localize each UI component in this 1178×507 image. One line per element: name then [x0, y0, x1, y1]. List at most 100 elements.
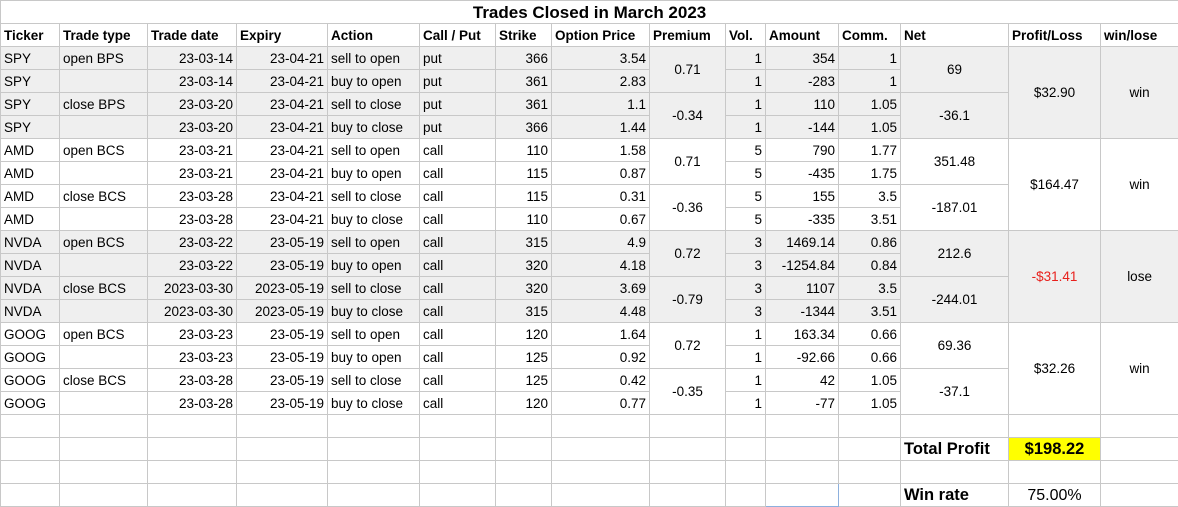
- cell-net-open[interactable]: 212.6: [901, 231, 1009, 277]
- cell-action[interactable]: sell to close: [328, 93, 420, 116]
- cell-strike[interactable]: 110: [496, 139, 552, 162]
- empty-cell[interactable]: [766, 415, 839, 438]
- cell-amount[interactable]: 1469.14: [766, 231, 839, 254]
- cell-trade-type[interactable]: close BCS: [60, 277, 148, 300]
- empty-cell[interactable]: [552, 438, 650, 461]
- empty-cell[interactable]: [420, 461, 496, 484]
- cell-ticker[interactable]: AMD: [1, 208, 60, 231]
- cell-amount[interactable]: -144: [766, 116, 839, 139]
- cell-call-put[interactable]: call: [420, 162, 496, 185]
- empty-cell[interactable]: [148, 415, 237, 438]
- cell-strike[interactable]: 120: [496, 392, 552, 415]
- cell-action[interactable]: sell to open: [328, 47, 420, 70]
- empty-cell[interactable]: [420, 415, 496, 438]
- cell-call-put[interactable]: call: [420, 277, 496, 300]
- cell-action[interactable]: sell to open: [328, 139, 420, 162]
- empty-cell[interactable]: [1, 415, 60, 438]
- cell-net-open[interactable]: 69: [901, 47, 1009, 93]
- cell-trade-date[interactable]: 23-03-23: [148, 323, 237, 346]
- cell-trade-type[interactable]: [60, 116, 148, 139]
- header-action[interactable]: Action: [328, 24, 420, 47]
- cell-expiry[interactable]: 23-04-21: [237, 70, 328, 93]
- cell-option-price[interactable]: 0.67: [552, 208, 650, 231]
- header-expiry[interactable]: Expiry: [237, 24, 328, 47]
- cell-ticker[interactable]: SPY: [1, 93, 60, 116]
- cell-premium-open[interactable]: 0.71: [650, 139, 726, 185]
- cell-premium-close[interactable]: -0.34: [650, 93, 726, 139]
- cell-trade-date[interactable]: 23-03-28: [148, 208, 237, 231]
- empty-cell[interactable]: [1, 484, 60, 507]
- cell-call-put[interactable]: call: [420, 231, 496, 254]
- cell-comm[interactable]: 1.75: [839, 162, 901, 185]
- cell-option-price[interactable]: 2.83: [552, 70, 650, 93]
- cell-option-price[interactable]: 1.58: [552, 139, 650, 162]
- cell-vol[interactable]: 3: [726, 254, 766, 277]
- header-profit-loss[interactable]: Profit/Loss: [1009, 24, 1101, 47]
- cell-comm[interactable]: 0.84: [839, 254, 901, 277]
- cell-action[interactable]: sell to close: [328, 185, 420, 208]
- cell-option-price[interactable]: 4.9: [552, 231, 650, 254]
- cell-strike[interactable]: 361: [496, 70, 552, 93]
- cell-vol[interactable]: 1: [726, 70, 766, 93]
- cell-net-open[interactable]: 69.36: [901, 323, 1009, 369]
- cell-option-price[interactable]: 1.64: [552, 323, 650, 346]
- empty-cell[interactable]: [726, 438, 766, 461]
- empty-cell[interactable]: [496, 461, 552, 484]
- cell-net-close[interactable]: -36.1: [901, 93, 1009, 139]
- cell-option-price[interactable]: 1.44: [552, 116, 650, 139]
- cell-call-put[interactable]: call: [420, 139, 496, 162]
- header-vol[interactable]: Vol.: [726, 24, 766, 47]
- cell-call-put[interactable]: call: [420, 369, 496, 392]
- cell-amount[interactable]: 790: [766, 139, 839, 162]
- empty-cell[interactable]: [650, 438, 726, 461]
- sheet-title[interactable]: Trades Closed in March 2023: [1, 1, 1178, 24]
- cell-action[interactable]: buy to open: [328, 346, 420, 369]
- cell-trade-type[interactable]: open BPS: [60, 47, 148, 70]
- cell-trade-type[interactable]: [60, 254, 148, 277]
- total-profit-label[interactable]: Total Profit: [901, 438, 1009, 461]
- empty-cell[interactable]: [237, 438, 328, 461]
- empty-cell[interactable]: [496, 438, 552, 461]
- cell-amount[interactable]: -77: [766, 392, 839, 415]
- header-ticker[interactable]: Ticker: [1, 24, 60, 47]
- win-rate-label[interactable]: Win rate: [901, 484, 1009, 507]
- cell-call-put[interactable]: call: [420, 208, 496, 231]
- cell-action[interactable]: sell to open: [328, 231, 420, 254]
- cell-expiry[interactable]: 23-04-21: [237, 47, 328, 70]
- cell-amount[interactable]: -283: [766, 70, 839, 93]
- cell-trade-date[interactable]: 23-03-28: [148, 185, 237, 208]
- cell-comm[interactable]: 3.51: [839, 208, 901, 231]
- cell-strike[interactable]: 315: [496, 231, 552, 254]
- cell-trade-type[interactable]: [60, 208, 148, 231]
- cell-strike[interactable]: 366: [496, 47, 552, 70]
- empty-cell[interactable]: [148, 438, 237, 461]
- cell-ticker[interactable]: SPY: [1, 116, 60, 139]
- cell-call-put[interactable]: call: [420, 323, 496, 346]
- cell-expiry[interactable]: 2023-05-19: [237, 277, 328, 300]
- cell-option-price[interactable]: 1.1: [552, 93, 650, 116]
- cell-win-lose[interactable]: win: [1101, 323, 1178, 415]
- cell-amount[interactable]: 42: [766, 369, 839, 392]
- cell-profit-loss[interactable]: $32.90: [1009, 47, 1101, 139]
- cell-strike[interactable]: 361: [496, 93, 552, 116]
- cell-option-price[interactable]: 0.42: [552, 369, 650, 392]
- empty-cell[interactable]: [726, 415, 766, 438]
- empty-cell[interactable]: [650, 461, 726, 484]
- cell-comm[interactable]: 0.66: [839, 346, 901, 369]
- cell-vol[interactable]: 1: [726, 93, 766, 116]
- cell-vol[interactable]: 5: [726, 185, 766, 208]
- cell-trade-type[interactable]: [60, 346, 148, 369]
- cell-net-close[interactable]: -244.01: [901, 277, 1009, 323]
- cell-call-put[interactable]: call: [420, 346, 496, 369]
- cell-ticker[interactable]: SPY: [1, 47, 60, 70]
- cell-action[interactable]: buy to close: [328, 300, 420, 323]
- cell-expiry[interactable]: 23-04-21: [237, 93, 328, 116]
- cell-expiry[interactable]: 23-05-19: [237, 369, 328, 392]
- cell-trade-type[interactable]: open BCS: [60, 323, 148, 346]
- cell-amount[interactable]: -1254.84: [766, 254, 839, 277]
- empty-cell[interactable]: [1101, 461, 1178, 484]
- cell-call-put[interactable]: call: [420, 254, 496, 277]
- empty-cell[interactable]: [766, 438, 839, 461]
- empty-cell[interactable]: [839, 415, 901, 438]
- cell-trade-type[interactable]: [60, 392, 148, 415]
